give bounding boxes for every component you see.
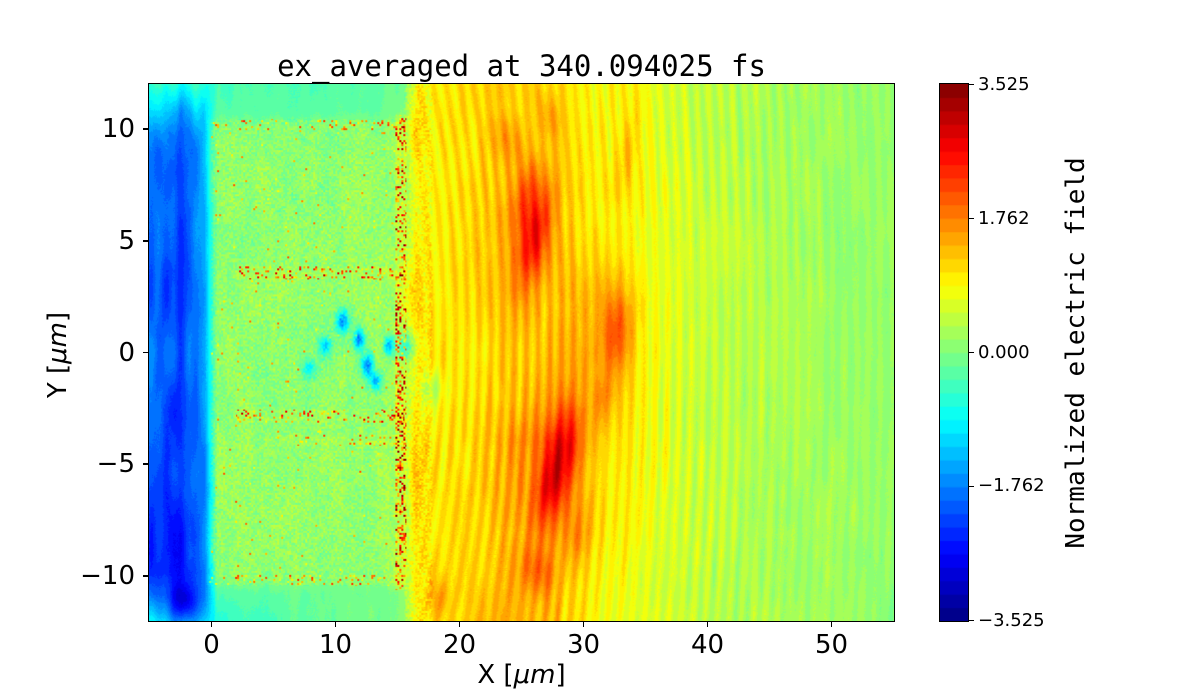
- x-axis-unit: μm: [513, 660, 556, 690]
- colorbar-tick-label: 0.000: [978, 341, 1030, 363]
- x-tick-mark: [210, 622, 213, 627]
- colorbar-tick-label: 1.762: [978, 207, 1030, 229]
- colorbar-tick-mark: [969, 485, 974, 488]
- colorbar-tick-label: −3.525: [978, 609, 1045, 631]
- y-tick-label: 0: [118, 337, 135, 368]
- x-tick-mark: [334, 622, 337, 627]
- x-tick-label: 50: [814, 630, 849, 660]
- x-tick-label: 20: [442, 630, 477, 660]
- colorbar-tick-mark: [969, 217, 974, 220]
- y-tick-label: 10: [101, 114, 135, 145]
- x-tick-label: 30: [566, 630, 601, 660]
- y-tick-label: 5: [118, 225, 135, 256]
- y-tick-mark: [143, 240, 148, 242]
- plot-area-frame: [148, 83, 895, 622]
- colorbar-frame: [939, 83, 969, 622]
- x-tick-label: 10: [318, 630, 353, 660]
- colorbar-canvas: [940, 84, 968, 621]
- y-tick-label: −10: [80, 560, 135, 591]
- y-tick-mark: [143, 128, 148, 130]
- x-axis-label: X [μm]: [477, 660, 566, 690]
- y-tick-mark: [143, 351, 148, 354]
- colorbar-tick-label: 3.525: [978, 73, 1030, 95]
- x-tick-mark: [582, 622, 585, 627]
- x-tick-label: 40: [690, 630, 725, 660]
- colorbar-tick-label: −1.762: [978, 475, 1045, 497]
- heatmap-canvas: [149, 84, 894, 621]
- y-tick-mark: [143, 463, 148, 465]
- colorbar-tick-mark: [969, 351, 974, 354]
- chart-title: ex_averaged at 340.094025 fs: [277, 49, 766, 83]
- x-tick-mark: [458, 622, 461, 627]
- y-tick-mark: [143, 575, 148, 577]
- x-tick-mark: [706, 622, 709, 627]
- y-tick-label: −5: [96, 449, 135, 480]
- x-tick-mark: [830, 622, 833, 627]
- colorbar-tick-mark: [969, 83, 974, 86]
- x-tick-label: 0: [203, 630, 220, 660]
- colorbar-tick-mark: [969, 619, 974, 622]
